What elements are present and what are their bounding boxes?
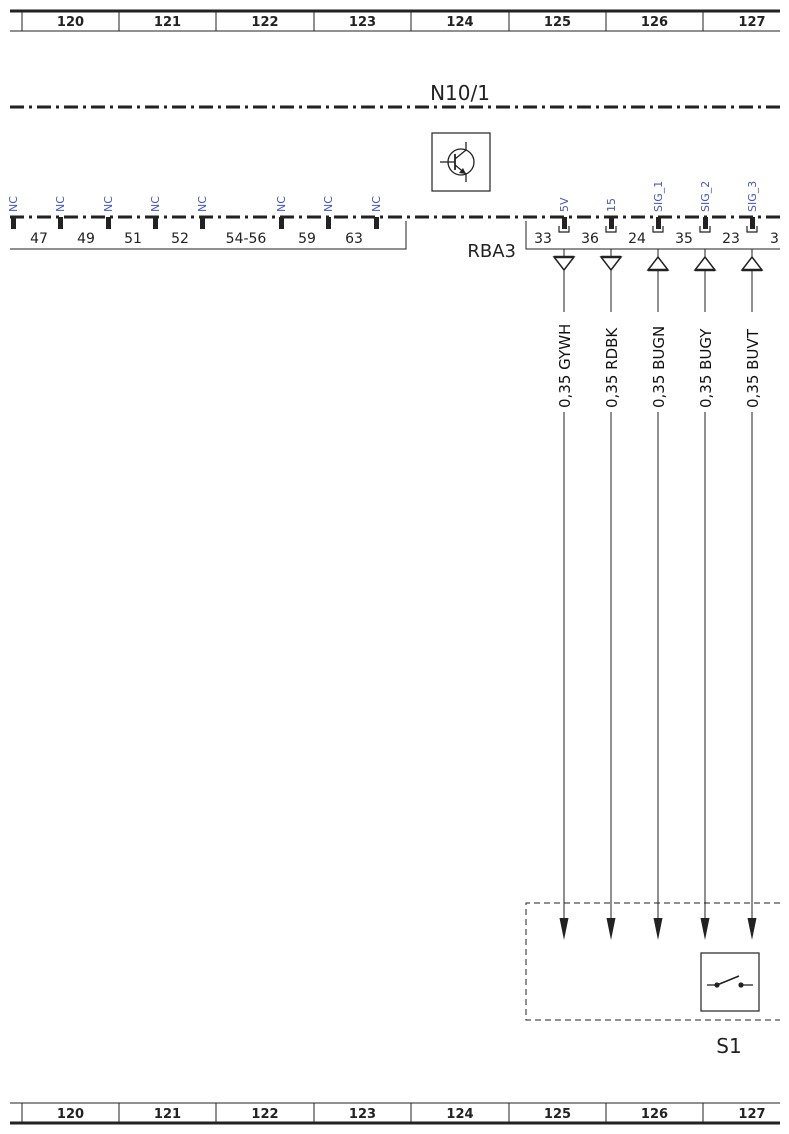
rba3-pin-signal: 5V — [558, 197, 571, 212]
rba3-pin-signal: 15 — [605, 198, 618, 212]
module-title: N10/1 — [430, 81, 490, 105]
rba3-pin-group: 5V 33 15 36 SIG_1 24 SIG_2 35 SIG_3 23 — [534, 181, 759, 247]
nc-pin-signal: NC — [7, 196, 20, 212]
wire-end-arrow-icon — [700, 918, 710, 940]
grid-column-label: 122 — [251, 1107, 278, 1122]
switch-icon — [700, 952, 760, 1012]
input-arrow-icon — [552, 256, 576, 272]
wire-group: 0,35 GYWH 0,35 RDBK 0,35 BUGN 0,35 BUGY 0,35… — [552, 249, 764, 940]
wire-end-arrow-icon — [747, 918, 757, 940]
nc-pin-terminal — [58, 217, 63, 229]
nc-pin-signal: NC — [149, 196, 162, 212]
grid-column-label: 120 — [57, 15, 84, 30]
nc-pin-terminal — [279, 217, 284, 229]
wire-end-arrow-icon — [606, 918, 616, 940]
rba3-pin-signal: SIG_2 — [699, 181, 712, 212]
nc-pin-number: 59 — [298, 231, 316, 247]
nc-pin-number: 51 — [124, 231, 142, 247]
grid-column-label: 123 — [349, 15, 376, 30]
nc-pin-terminal — [374, 217, 379, 229]
nc-pin-signal: NC — [54, 196, 67, 212]
transistor-icon — [431, 132, 491, 192]
nc-pin-box — [10, 221, 407, 250]
grid-column-label: 127 — [738, 1107, 765, 1122]
rba3-pin-number: 24 — [628, 231, 646, 247]
nc-pin-terminal — [200, 217, 205, 229]
wire-label: 0,35 BUGY — [697, 328, 715, 408]
nc-pin-number: 63 — [345, 231, 363, 247]
nc-pin-number: 49 — [77, 231, 95, 247]
nc-pin-group: NC NC 47 NC 49 NC 51 NC 52 NC 54-56 NC 59 NC 63 — [7, 196, 383, 247]
grid-column-label: 125 — [544, 15, 571, 30]
wire: 0,35 BUVT — [740, 249, 764, 940]
rba3-pin-number: 23 — [722, 231, 740, 247]
nc-pin-signal: NC — [322, 196, 335, 212]
rba3-pin-signal: SIG_3 — [746, 181, 759, 212]
output-arrow-icon — [740, 255, 764, 271]
grid-column-label: 122 — [251, 15, 278, 30]
nc-pin-signal: NC — [370, 196, 383, 212]
grid-ruler-bottom: 120 121 122 123 124 125 126 127 — [10, 1102, 780, 1125]
nc-pin-terminal — [153, 217, 158, 229]
rba3-pin-number: 36 — [581, 231, 599, 247]
wire-label: 0,35 RDBK — [603, 327, 621, 408]
component-s1-name: S1 — [716, 1034, 741, 1058]
wire: 0,35 BUGN — [646, 249, 670, 940]
nc-pin-signal: NC — [102, 196, 115, 212]
output-arrow-icon — [646, 255, 670, 271]
wire: 0,35 GYWH — [552, 249, 576, 940]
grid-column-label: 127 — [738, 15, 765, 30]
rba3-pin-terminal — [562, 217, 567, 229]
input-arrow-icon — [599, 256, 623, 272]
nc-pin-terminal — [11, 217, 16, 229]
rba3-pin-number: 35 — [675, 231, 693, 247]
grid-column-label: 121 — [154, 15, 181, 30]
rba3-pin-terminal — [750, 217, 755, 229]
wire-label: 0,35 GYWH — [556, 324, 574, 408]
wire-label: 0,35 BUVT — [744, 328, 762, 408]
pin-number-trailing: 3 — [770, 231, 779, 247]
component-s1-boundary — [525, 902, 780, 1021]
nc-pin-terminal — [326, 217, 331, 229]
nc-pin-terminal — [106, 217, 111, 229]
grid-column-label: 125 — [544, 1107, 571, 1122]
rba3-pin-number: 33 — [534, 231, 552, 247]
grid-column-label: 123 — [349, 1107, 376, 1122]
rba3-pin-terminal — [703, 217, 708, 229]
output-arrow-icon — [693, 255, 717, 271]
wire: 0,35 BUGY — [693, 249, 717, 940]
wire-label: 0,35 BUGN — [650, 326, 668, 408]
wire: 0,35 RDBK — [599, 249, 623, 940]
rba3-pin-terminal — [609, 217, 614, 229]
grid-column-label: 121 — [154, 1107, 181, 1122]
module-n10-1: N10/1 NC NC47NC49NC51NC52NC54-56NC59NC63 … — [7, 81, 780, 262]
grid-column-label: 124 — [446, 1107, 473, 1122]
connector-name: RBA3 — [467, 241, 516, 262]
rba3-pin-signal: SIG_1 — [652, 181, 665, 212]
nc-pin-signal: NC — [275, 196, 288, 212]
wire-end-arrow-icon — [653, 918, 663, 940]
wire-end-arrow-icon — [559, 918, 569, 940]
grid-column-label: 120 — [57, 1107, 84, 1122]
nc-pin-number: 54-56 — [226, 231, 267, 247]
rba3-pin-terminal — [656, 217, 661, 229]
grid-ruler-top: 120 121 122 123 124 125 126 127 — [10, 9, 780, 32]
grid-column-label: 124 — [446, 15, 473, 30]
rba3-pin-box — [525, 221, 780, 250]
nc-pin-number: 47 — [30, 231, 48, 247]
component-s1: S1 — [525, 902, 780, 1058]
grid-column-label: 126 — [641, 1107, 668, 1122]
nc-pin-signal: NC — [196, 196, 209, 212]
nc-pin-number: 52 — [171, 231, 189, 247]
grid-column-label: 126 — [641, 15, 668, 30]
